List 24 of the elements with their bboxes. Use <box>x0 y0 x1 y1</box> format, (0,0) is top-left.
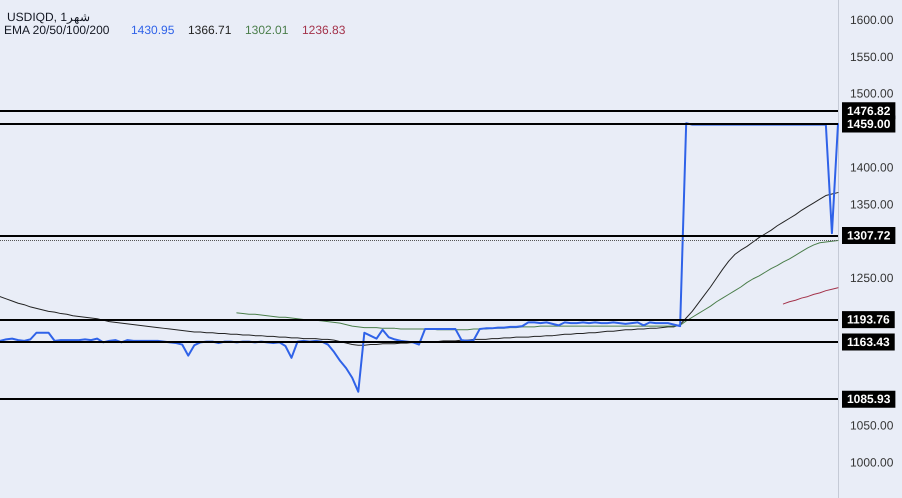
y-tick-label: 1400.00 <box>850 160 894 174</box>
y-tick-label: 1000.00 <box>850 456 894 470</box>
annotation: 1302.01 <box>245 23 289 37</box>
ref-line-label: 1476.82 <box>847 104 891 118</box>
y-tick-label: 1500.00 <box>850 86 894 101</box>
annotation: 1366.71 <box>188 23 232 37</box>
y-tick-label: 1550.00 <box>850 50 894 64</box>
y-tick-label: 1600.00 <box>850 12 894 27</box>
annotation: 1430.95 <box>131 23 175 37</box>
y-tick-label: 1250.00 <box>850 271 894 286</box>
ref-line-label: 1459.00 <box>847 116 891 131</box>
annotation: 1236.83 <box>302 23 346 37</box>
text: USDIQD, 1شهر <box>7 10 90 24</box>
y-tick-label: 1350.00 <box>850 197 894 212</box>
ref-line-label: 1163.43 <box>847 335 890 350</box>
line-series <box>236 240 838 330</box>
y-tick-label: 1050.00 <box>850 418 894 433</box>
line-series <box>0 192 838 346</box>
ref-line-label: 1307.72 <box>847 228 891 243</box>
line-series <box>0 122 839 393</box>
ref-line-label: 1085.93 <box>847 392 891 406</box>
ref-line-label: 1193.76 <box>847 312 890 327</box>
annotation: EMA 20/50/100/200 <box>4 23 110 37</box>
line-series <box>782 287 838 304</box>
